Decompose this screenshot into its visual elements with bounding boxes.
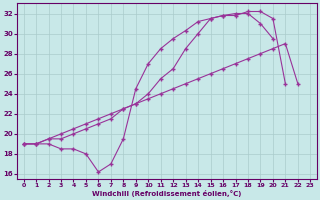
X-axis label: Windchill (Refroidissement éolien,°C): Windchill (Refroidissement éolien,°C): [92, 190, 242, 197]
